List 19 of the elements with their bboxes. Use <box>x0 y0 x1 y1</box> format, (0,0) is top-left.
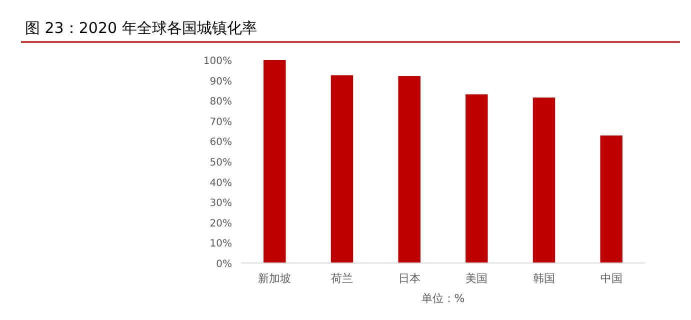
y-tick-label: 50% <box>210 158 232 168</box>
y-tick-label: 60% <box>210 137 232 148</box>
x-tick-label: 日本 <box>398 272 420 285</box>
y-tick-label: 70% <box>210 116 232 128</box>
x-axis-title: 单位：% <box>421 292 465 305</box>
y-tick-label: 40% <box>210 178 232 189</box>
y-tick-label: 100% <box>203 56 232 67</box>
y-tick-label: 0% <box>216 259 232 270</box>
x-tick-label: 荷兰 <box>331 272 353 285</box>
y-tick-label: 30% <box>210 198 232 210</box>
x-tick-label: 美国 <box>466 272 488 285</box>
x-tick-label: 韩国 <box>533 272 555 285</box>
x-tick-label: 中国 <box>600 272 622 285</box>
title: 图 23：2020 年全球各国城镇化率 <box>25 19 257 37</box>
x-tick-label: 新加坡 <box>258 272 292 285</box>
y-tick-label: 20% <box>210 218 232 230</box>
y-tick-label: 80% <box>210 96 232 108</box>
y-tick-label: 90% <box>210 76 232 88</box>
y-tick-label: 10% <box>210 238 232 250</box>
